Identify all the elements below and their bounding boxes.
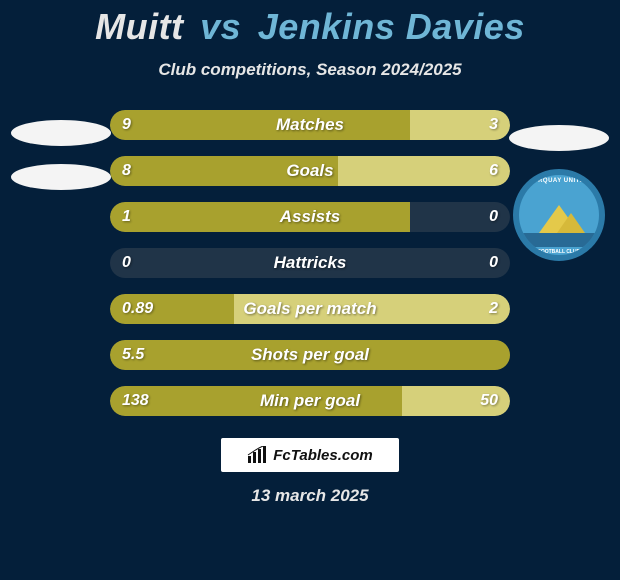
comparison-title: Muitt vs Jenkins Davies [0,0,620,48]
stat-label: Goals [286,161,333,181]
right-value: 6 [489,162,498,180]
player2-name: Jenkins Davies [258,6,525,47]
stat-label: Min per goal [260,391,360,411]
club-badge-placeholder [11,120,111,146]
left-value: 1 [122,208,131,226]
bar-left-fill [110,202,410,232]
badge-text-top: TORQUAY UNITED [529,178,589,184]
right-value: 0 [489,254,498,272]
right-value: 2 [489,300,498,318]
left-value: 0.89 [122,300,153,318]
stat-row: 0.89 2 Goals per match [110,294,510,324]
right-value: 50 [480,392,498,410]
badge-mountain-icon [557,213,585,233]
badge-text-bottom: FOOTBALL CLUB [538,249,580,255]
left-club-badges [6,120,116,190]
stat-label: Shots per goal [251,345,369,365]
club-badge-placeholder [509,125,609,151]
stat-row: 0 0 Hattricks [110,248,510,278]
right-value: 0 [489,208,498,226]
right-value: 3 [489,116,498,134]
right-club-badges: TORQUAY UNITED FOOTBALL CLUB [504,125,614,261]
stat-row: 5.5 Shots per goal [110,340,510,370]
stat-row: 9 3 Matches [110,110,510,140]
badge-band [519,233,599,247]
stat-label: Hattricks [274,253,347,273]
comparison-bars: 9 3 Matches 8 6 Goals 1 0 Assists 0 0 Hattricks 0.89… [110,110,510,416]
season-subtitle: Club competitions, Season 2024/2025 [0,60,620,80]
left-value: 8 [122,162,131,180]
club-badge-placeholder [11,164,111,190]
stat-label: Matches [276,115,344,135]
stat-row: 8 6 Goals [110,156,510,186]
bar-chart-icon [247,446,267,464]
player1-name: Muitt [95,6,183,47]
bar-right-fill [338,156,510,186]
stat-row: 1 0 Assists [110,202,510,232]
brand-text: FcTables.com [273,447,372,464]
vs-label: vs [200,6,241,47]
bar-left-fill [110,110,410,140]
left-value: 0 [122,254,131,272]
torquay-united-badge: TORQUAY UNITED FOOTBALL CLUB [513,169,605,261]
stat-label: Assists [280,207,340,227]
stat-label: Goals per match [243,299,376,319]
left-value: 9 [122,116,131,134]
left-value: 5.5 [122,346,144,364]
fctables-logo: FcTables.com [221,438,399,472]
left-value: 138 [122,392,149,410]
footer-date: 13 march 2025 [0,486,620,506]
stat-row: 138 50 Min per goal [110,386,510,416]
